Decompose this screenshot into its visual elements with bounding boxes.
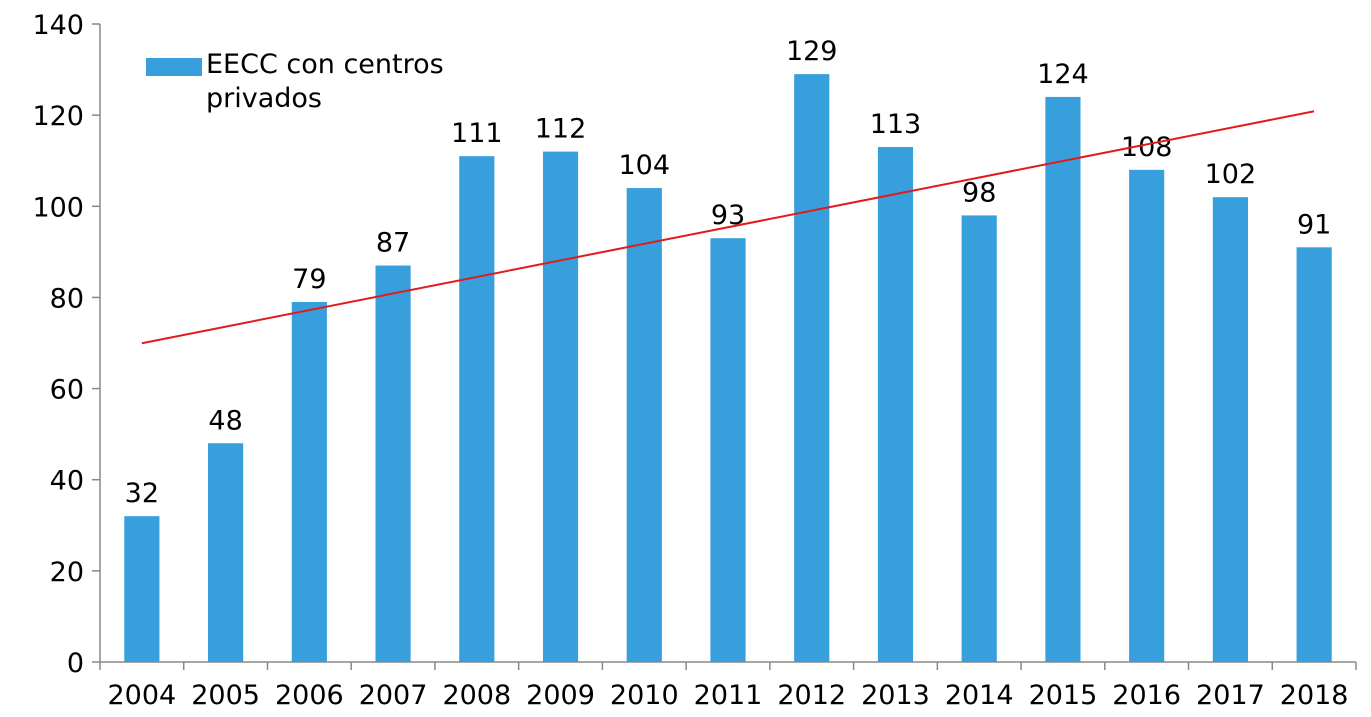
bar — [375, 265, 411, 662]
bar — [1045, 96, 1081, 662]
legend-swatch — [146, 58, 202, 76]
x-tick-label: 2018 — [1280, 680, 1349, 711]
x-tick-label: 2015 — [1029, 680, 1098, 711]
legend-label: EECC con centros privados — [206, 49, 444, 114]
bar — [208, 443, 244, 662]
x-tick-label: 2004 — [108, 680, 177, 711]
bar — [877, 147, 914, 663]
data-label: 129 — [786, 36, 838, 67]
legend: EECC con centros privados — [146, 48, 506, 116]
x-tick-label: 2006 — [275, 680, 344, 711]
data-label: 111 — [451, 118, 503, 149]
bar — [1296, 247, 1332, 663]
trendline — [141, 110, 1315, 345]
bar — [542, 151, 579, 662]
bar — [1212, 197, 1248, 662]
data-label: 48 — [208, 405, 242, 436]
y-tick-label: 0 — [67, 648, 84, 679]
data-label: 124 — [1037, 59, 1089, 90]
data-label: 79 — [292, 264, 326, 295]
bar — [626, 188, 662, 663]
x-tick-label: 2005 — [191, 680, 260, 711]
x-tick-label: 2011 — [694, 680, 763, 711]
bar — [291, 301, 327, 662]
data-label: 91 — [1297, 209, 1331, 240]
bar — [124, 516, 160, 662]
x-tick-label: 2016 — [1112, 680, 1181, 711]
x-tick-label: 2017 — [1196, 680, 1265, 711]
data-label: 102 — [1205, 159, 1257, 190]
data-label: 93 — [711, 200, 745, 231]
data-label: 104 — [618, 150, 670, 181]
bar — [1129, 169, 1165, 663]
x-tick-label: 2014 — [945, 680, 1014, 711]
data-label: 87 — [376, 228, 410, 259]
x-tick-label: 2012 — [777, 680, 846, 711]
bar — [710, 238, 746, 662]
y-tick-label: 120 — [32, 101, 84, 132]
x-tick-label: 2010 — [610, 680, 679, 711]
data-label: 112 — [535, 114, 587, 145]
x-tick-label: 2013 — [861, 680, 930, 711]
y-tick-label: 80 — [50, 283, 84, 314]
x-tick-label: 2009 — [526, 680, 595, 711]
y-tick-label: 60 — [50, 375, 84, 406]
y-tick-label: 140 — [32, 10, 84, 41]
y-tick-label: 40 — [50, 466, 84, 497]
y-tick-label: 100 — [32, 192, 84, 223]
bar — [459, 156, 495, 662]
x-tick-label: 2007 — [359, 680, 428, 711]
bar — [961, 215, 997, 662]
data-label: 98 — [962, 177, 996, 208]
x-tick-label: 2008 — [442, 680, 511, 711]
y-tick-label: 20 — [50, 557, 84, 588]
bar — [794, 74, 830, 663]
data-label: 32 — [125, 478, 159, 509]
data-label: 113 — [870, 109, 922, 140]
